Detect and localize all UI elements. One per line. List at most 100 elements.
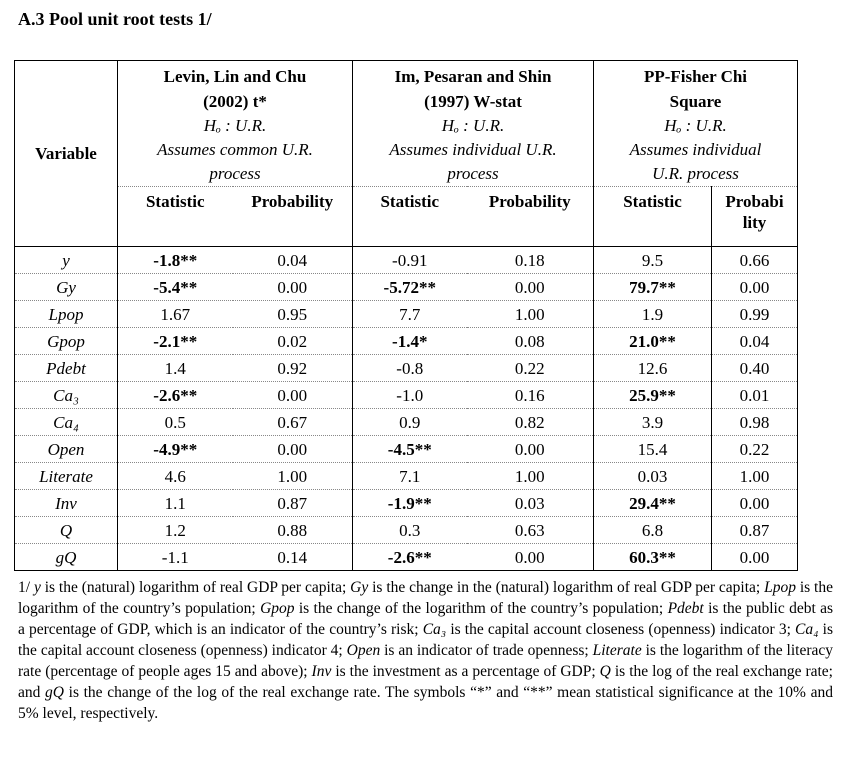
pp-stat-cell: 9.5 [593,246,712,274]
pp-stat-cell: 0.03 [593,462,712,490]
llc-probability-header: Probability [232,186,353,247]
unit-root-table: Variable Levin, Lin and Chu (2002) t* Hₒ… [14,60,798,571]
pp-stat-cell: 21.0** [593,327,712,355]
footnote-var: Literate [592,642,642,659]
ips-p-cell: 0.00 [466,435,594,463]
footnote: 1/ y is the (natural) logarithm of real … [18,577,833,724]
footnote-var: y [33,579,41,596]
llc-p-cell: 0.95 [232,300,353,328]
variable-name: Q [14,516,118,544]
llc-p-cell: 0.67 [232,408,353,436]
footnote-text: is the log of the real exchange rate; an… [18,663,833,701]
pp-p-cell: 0.40 [711,354,798,382]
group-ips-header: Im, Pesaran and Shin (1997) W-stat Hₒ : … [352,60,594,187]
llc-p-cell: 0.14 [232,543,353,571]
llc-stat-cell: -1.1 [117,543,233,571]
variable-name: Literate [14,462,118,490]
table-row: Ca₃ -2.6** 0.00 -1.0 0.16 25.9** 0.01 [14,381,798,409]
table-body: y -1.8** 0.04 -0.91 0.18 9.5 0.66 Gy -5.4** 0.00-… [14,246,798,571]
table-row: Q 1.2 0.88 0.3 0.63 6.8 0.87 [14,516,798,544]
llc-p-cell: 0.04 [232,246,353,274]
variable-name: Lpop [14,300,118,328]
variable-name: Ca₄ [14,408,118,436]
group-ips-name: Im, Pesaran and Shin [394,67,552,86]
group-pp-header: PP-Fisher Chi Square Hₒ : U.R. Assumes i… [593,60,798,187]
footnote-text: is the (natural) logarithm of real GDP p… [40,579,351,596]
ips-p-cell: 0.00 [466,543,594,571]
pp-stat-cell: 12.6 [593,354,712,382]
group-llc-year: (2002) t* [203,92,267,111]
llc-stat-cell: -4.9** [117,435,233,463]
ips-probability-header: Probability [466,186,594,247]
pp-stat-cell: 60.3** [593,543,712,571]
footnote-text: is an indicator of trade openness; [380,642,593,659]
llc-stat-cell: -2.6** [117,381,233,409]
footnote-text: is the change of the log of the real exc… [18,684,833,722]
ips-stat-cell: -1.4* [352,327,467,355]
ips-p-cell: 0.08 [466,327,594,355]
variable-header: Variable [14,60,118,247]
ips-stat-cell: -0.8 [352,354,467,382]
group-ips-assumption: Assumes individual U.R. [389,140,557,159]
table-row: y -1.8** 0.04 -0.91 0.18 9.5 0.66 [14,246,798,274]
llc-p-cell: 0.02 [232,327,353,355]
llc-stat-cell: 1.1 [117,489,233,517]
pp-probability-header: Probabi lity [711,186,798,247]
group-llc-assumption-2: process [209,164,261,183]
footnote-text: is the change of the logarithm of the co… [294,600,668,617]
pp-p-cell: 0.87 [711,516,798,544]
footnote-var: Q [599,663,611,680]
variable-name: Ca₃ [14,381,118,409]
header-row-1: Variable Levin, Lin and Chu (2002) t* Hₒ… [14,60,798,247]
llc-stat-cell: 1.67 [117,300,233,328]
group-llc-assumption: Assumes common U.R. [157,140,313,159]
variable-name: Gpop [14,327,118,355]
footnote-text: is the capital account closeness (openne… [18,621,833,659]
footnote-text: is the capital account closeness (openne… [446,621,796,638]
table-row: Open -4.9** 0.00 -4.5** 0.00 15.4 0.22 [14,435,798,463]
variable-name: gQ [14,543,118,571]
group-llc-name: Levin, Lin and Chu [163,67,307,86]
footnote-var: gQ [45,684,64,701]
footnote-var: Ca₃ [422,621,447,638]
table-row: Ca₄ 0.5 0.67 0.9 0.82 3.9 0.98 [14,408,798,436]
footnote-var: Gy [350,579,369,596]
footnote-text: is the logarithm of the literacy rate (p… [18,642,834,680]
llc-p-cell: 0.00 [232,381,353,409]
pp-p-cell: 0.22 [711,435,798,463]
variable-name: y [14,246,118,274]
ips-stat-cell: -0.91 [352,246,467,274]
llc-p-cell: 1.00 [232,462,353,490]
ips-stat-cell: -1.0 [352,381,467,409]
footnote-var: Gpop [260,600,295,617]
pp-stat-cell: 29.4** [593,489,712,517]
table-row: Pdebt 1.4 0.92 -0.8 0.22 12.6 0.40 [14,354,798,382]
llc-stat-cell: 1.4 [117,354,233,382]
llc-stat-cell: -5.4** [117,273,233,301]
pp-p-cell: 0.99 [711,300,798,328]
pp-p-cell: 0.00 [711,489,798,517]
ips-p-cell: 0.18 [466,246,594,274]
footnote-var: Open [346,642,381,659]
table-title: A.3 Pool unit root tests 1/ [18,9,212,29]
footnote-text: is the investment as a percentage of GDP… [331,663,600,680]
ips-stat-cell: 0.9 [352,408,467,436]
header-row-2: Statistic Probability Statistic Probabil… [15,186,798,247]
pp-stat-cell: 79.7** [593,273,712,301]
llc-p-cell: 0.88 [232,516,353,544]
pp-p-cell: 0.98 [711,408,798,436]
ips-stat-cell: 7.7 [352,300,467,328]
footnote-var: Ca₄ [795,621,819,638]
table-row: gQ -1.1 0.14 -2.6** 0.00 60.3** 0.00 [14,543,798,571]
ips-p-cell: 0.00 [466,273,594,301]
llc-p-cell: 0.00 [232,435,353,463]
ips-stat-cell: -5.72** [352,273,467,301]
group-llc-hypothesis: Hₒ : U.R. [203,116,267,135]
footnote-text: 1/ [18,579,34,596]
pp-statistic-header: Statistic [593,186,712,247]
variable-name: Inv [14,489,118,517]
ips-stat-cell: -4.5** [352,435,467,463]
ips-p-cell: 0.82 [466,408,594,436]
pp-stat-cell: 3.9 [593,408,712,436]
llc-stat-cell: 0.5 [117,408,233,436]
